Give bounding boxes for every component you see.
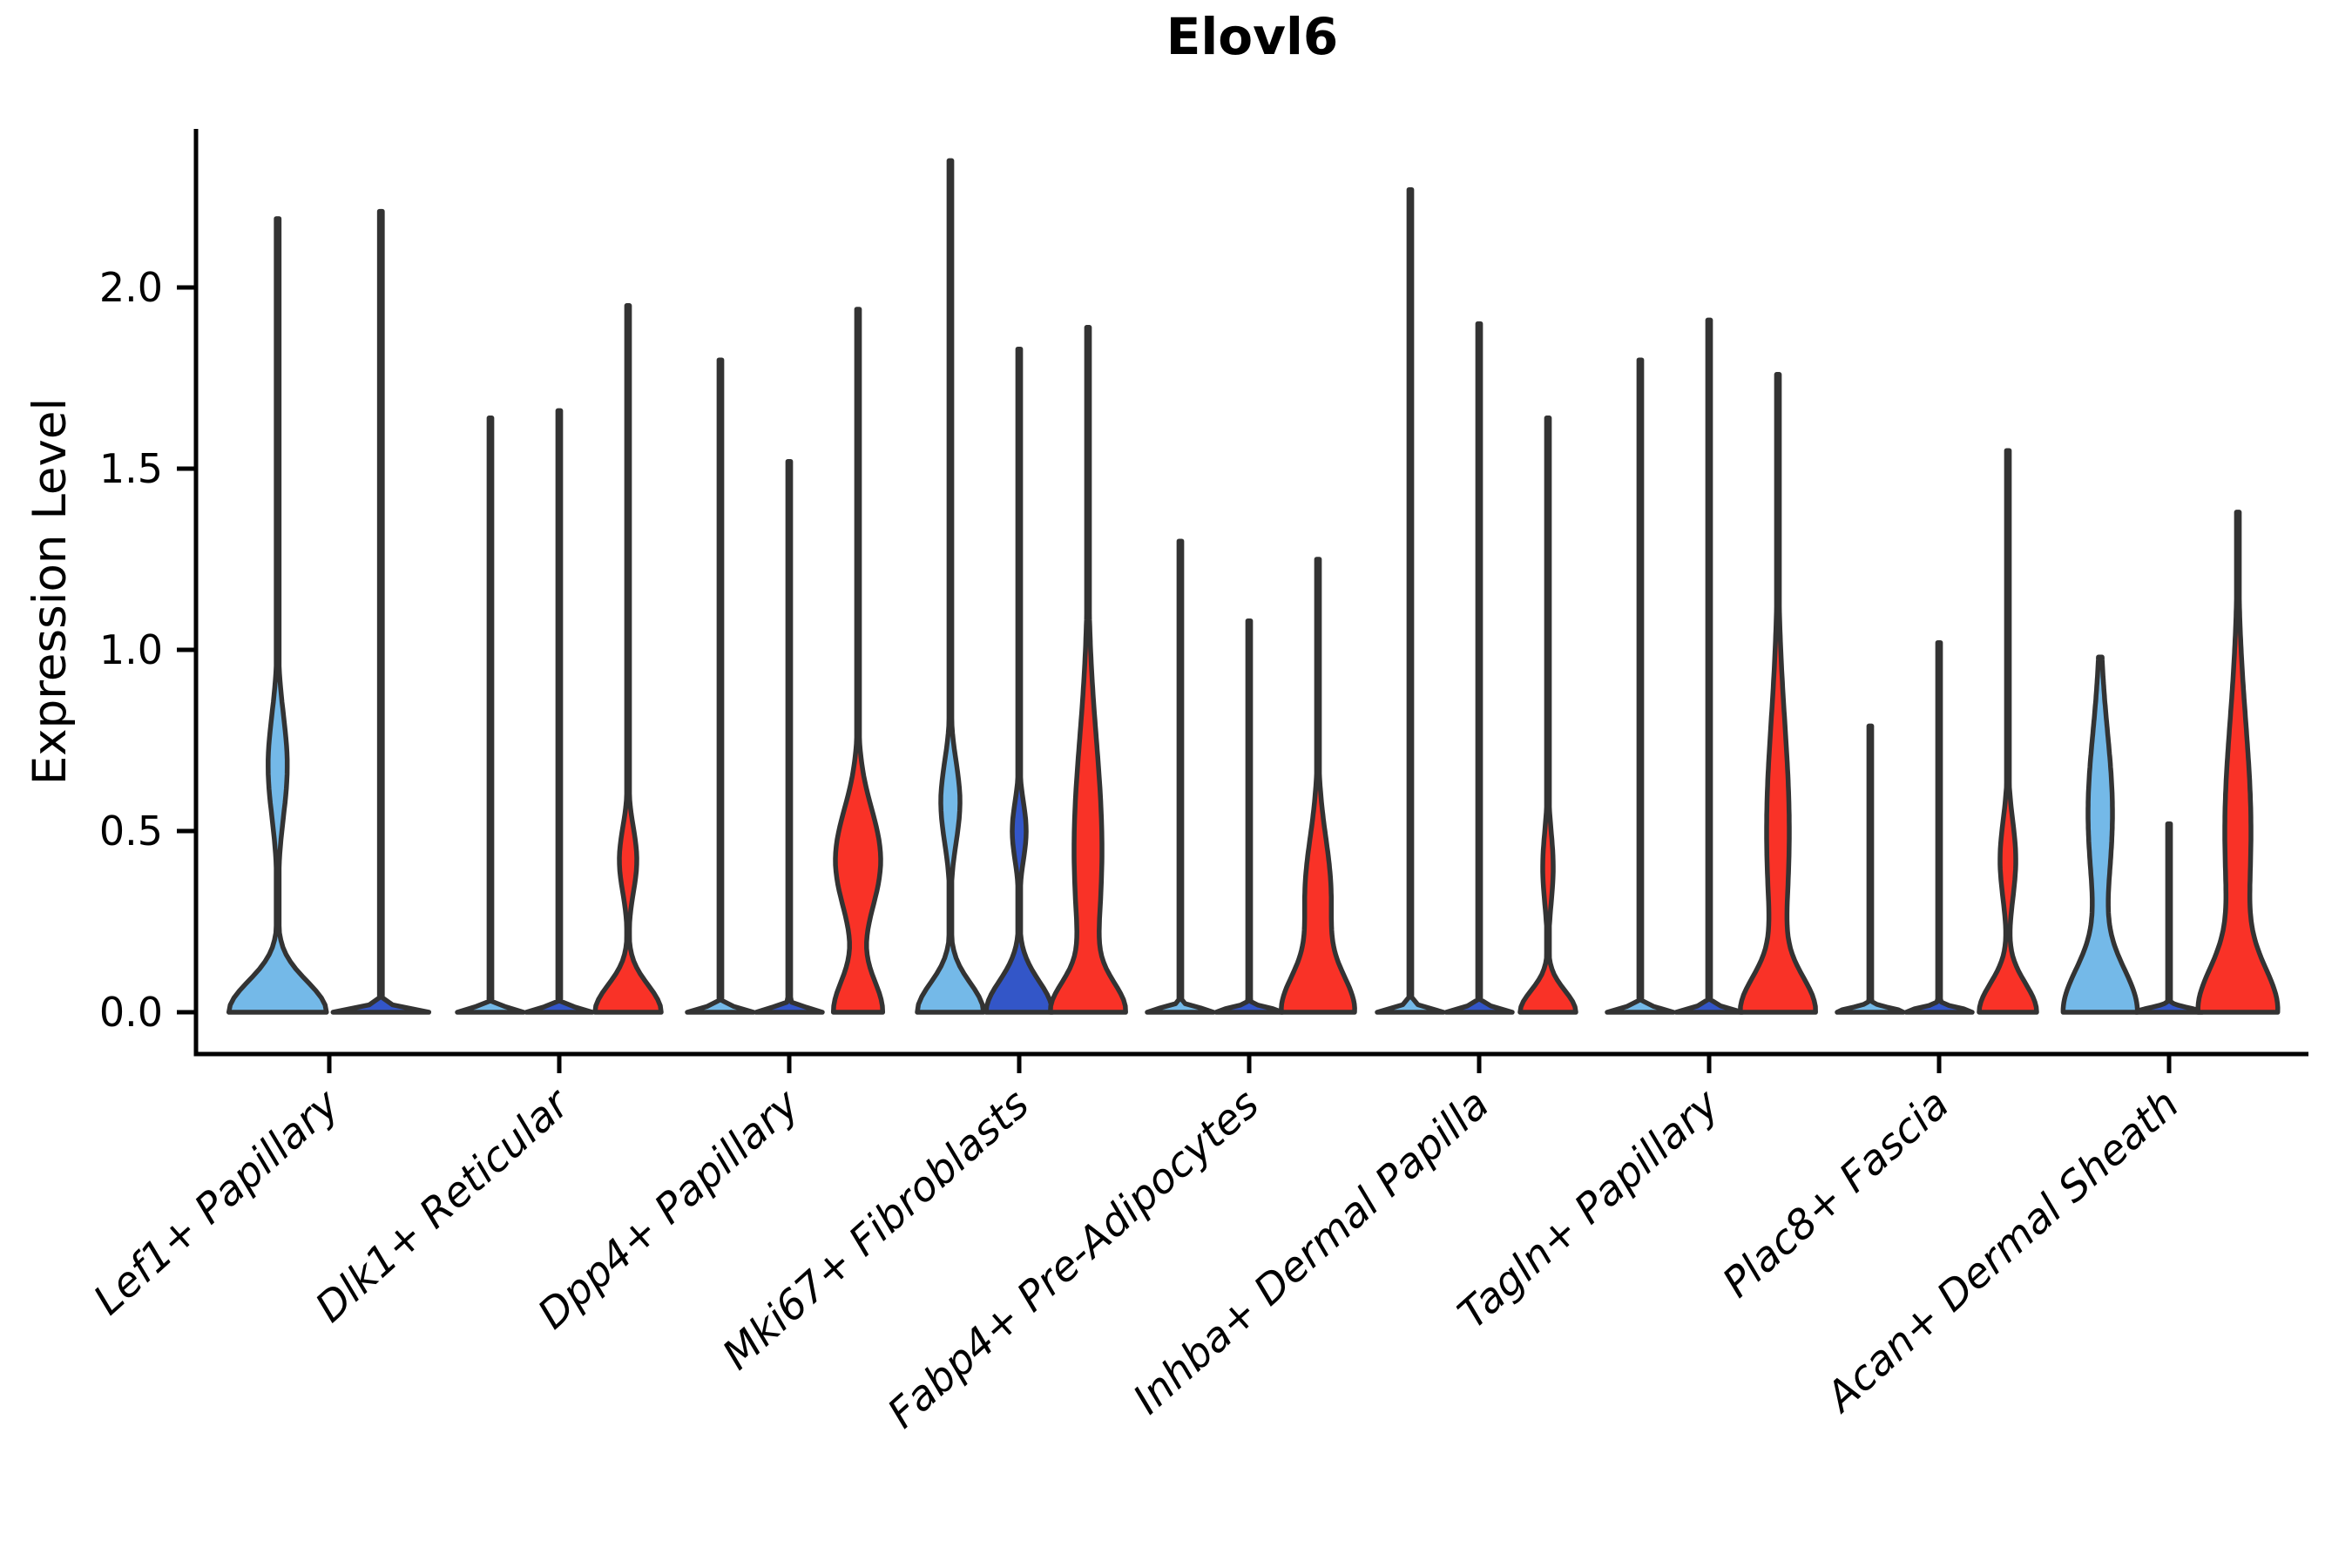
violin-acan-light_blue [2060,654,2140,1015]
violin-lef1-dark_blue [330,208,432,1015]
violin-dlk1-dark_blue [524,408,595,1015]
y-tick-label: 2.0 [99,264,163,311]
chart-title: Elovl6 [1166,7,1338,66]
violin-plac8-red [1977,448,2039,1015]
y-tick-label: 1.5 [99,445,163,492]
violin-tagln-dark_blue [1673,317,1745,1015]
y-axis-label: Expression Level [24,398,77,785]
violin-lef1-light_blue [226,216,329,1015]
violin-mki67-dark_blue [983,346,1055,1015]
violin-dlk1-light_blue [455,416,526,1015]
violin-dlk1-red [592,303,664,1015]
y-tick-label: 1.0 [99,626,163,673]
violin-inhba-light_blue [1375,186,1446,1015]
violin-fabp4-dark_blue [1213,618,1285,1015]
violin-tagln-red [1738,372,1818,1015]
violin-tagln-light_blue [1605,357,1676,1015]
axis-spines [193,129,2308,1057]
x-tick-label: Lef1+ Papillary [84,1079,349,1324]
violin-fabp4-red [1279,557,1357,1015]
y-tick-label: 0.0 [99,989,163,1036]
y-tick-label: 0.5 [99,808,163,855]
violin-dpp4-light_blue [685,357,756,1015]
x-tick-label: Plac8+ Fascia [1713,1080,1958,1308]
violin-inhba-red [1517,416,1578,1015]
violin-plac8-dark_blue [1903,639,1975,1015]
violin-plac8-light_blue [1835,723,1906,1015]
violin-fabp4-light_blue [1145,538,1216,1015]
violin-acan-dark_blue [2133,821,2205,1015]
violin-inhba-dark_blue [1443,321,1515,1015]
violin-mki67-light_blue [915,158,986,1015]
violin-dpp4-red [830,307,886,1015]
violin-acan-red [2195,510,2281,1015]
violin-dpp4-dark_blue [754,458,825,1015]
x-tick-label: Fabp4+ Pre-Adipocytes [879,1080,1268,1437]
violin-mki67-red [1048,325,1128,1015]
